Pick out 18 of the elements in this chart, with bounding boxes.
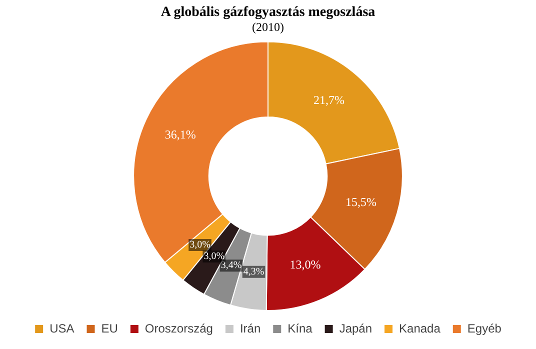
data-label: 3,0% [190, 240, 210, 251]
data-label: 4,3% [243, 266, 264, 278]
legend-label: Oroszország [144, 321, 213, 336]
legend-label: Kína [288, 321, 313, 336]
data-label: 3,4% [220, 260, 242, 272]
chart-subtitle: (2010) [252, 20, 284, 34]
chart-title: A globális gázfogyasztás megoszlása [160, 5, 376, 20]
data-label: 36,1% [164, 127, 196, 142]
data-label: 15,5% [346, 194, 377, 209]
legend-label: EU [101, 321, 118, 336]
legend-label: Japán [339, 321, 372, 336]
legend-label: Irán [240, 321, 261, 336]
data-label: 3,0% [204, 251, 225, 262]
legend-label: Kanada [399, 321, 441, 336]
data-label: 13,0% [290, 258, 321, 272]
data-label: 21,7% [313, 93, 344, 108]
legend-label: USA [50, 321, 74, 336]
legend-label: Egyéb [467, 321, 502, 336]
